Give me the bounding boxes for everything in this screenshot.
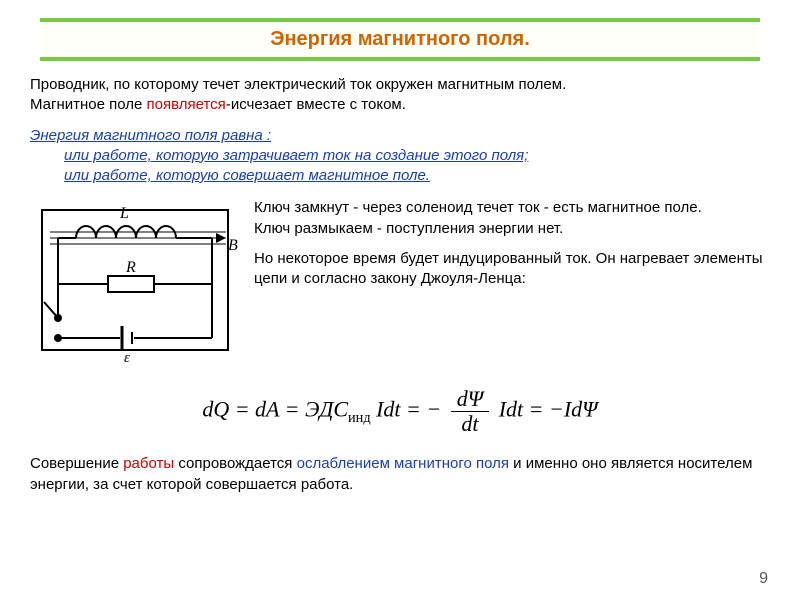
intro-paragraph: Проводник, по которому течет электрическ… (30, 75, 770, 116)
conc-weak: ослаблением магнитного поля (297, 455, 509, 472)
formula-num: dΨ (451, 387, 489, 412)
explain-p2: Но некоторое время будет индуцированный … (254, 249, 770, 290)
page-number: 9 (759, 570, 768, 588)
page-title: Энергия магнитного поля. (270, 28, 530, 50)
definition-line1: или работе, которую затрачивает ток на с… (30, 147, 528, 164)
definition-block: Энергия магнитного поля равна : или рабо… (30, 126, 770, 187)
label-B: B (228, 237, 238, 254)
conc-mid: сопровождается (174, 455, 296, 472)
conc-work: работы (123, 455, 174, 472)
formula-mid2: Idt = −IdΨ (499, 397, 598, 422)
conc-pre: Совершение (30, 455, 123, 472)
formula-lhs: dQ = dA = ЭДС (202, 397, 348, 422)
label-R: R (125, 259, 136, 276)
intro-prefix: Магнитное поле (30, 96, 147, 113)
intro-suffix: вместе с током. (292, 96, 406, 113)
formula-den: dt (451, 412, 489, 436)
formula-sub: инд (348, 410, 371, 426)
label-L: L (119, 205, 129, 222)
explain-p1a: Ключ замкнут - через соленоид течет ток … (254, 199, 702, 216)
definition-line2: или работе, которую совершает магнитное … (30, 167, 430, 184)
content-row: L B R ε Ключ замкнут - через соленоид те… (30, 198, 770, 373)
formula: dQ = dA = ЭДСинд Idt = − dΨ dt Idt = −Id… (30, 387, 770, 436)
definition-heading: Энергия магнитного поля равна : (30, 127, 271, 144)
circuit-diagram: L B R ε (30, 198, 240, 373)
intro-appears: появляется (147, 96, 226, 113)
conclusion: Совершение работы сопровождается ослабле… (30, 453, 770, 495)
title-box: Энергия магнитного поля. (40, 18, 760, 61)
explain-p1b: Ключ размыкаем - поступления энергии нет… (254, 220, 563, 237)
intro-line1: Проводник, по которому течет электрическ… (30, 76, 566, 93)
formula-fraction: dΨ dt (451, 387, 489, 436)
label-E: ε (124, 350, 130, 366)
explanation-text: Ключ замкнут - через соленоид течет ток … (254, 198, 770, 299)
formula-mid1: Idt = − (376, 397, 441, 422)
intro-disappears: исчезает (231, 96, 292, 113)
